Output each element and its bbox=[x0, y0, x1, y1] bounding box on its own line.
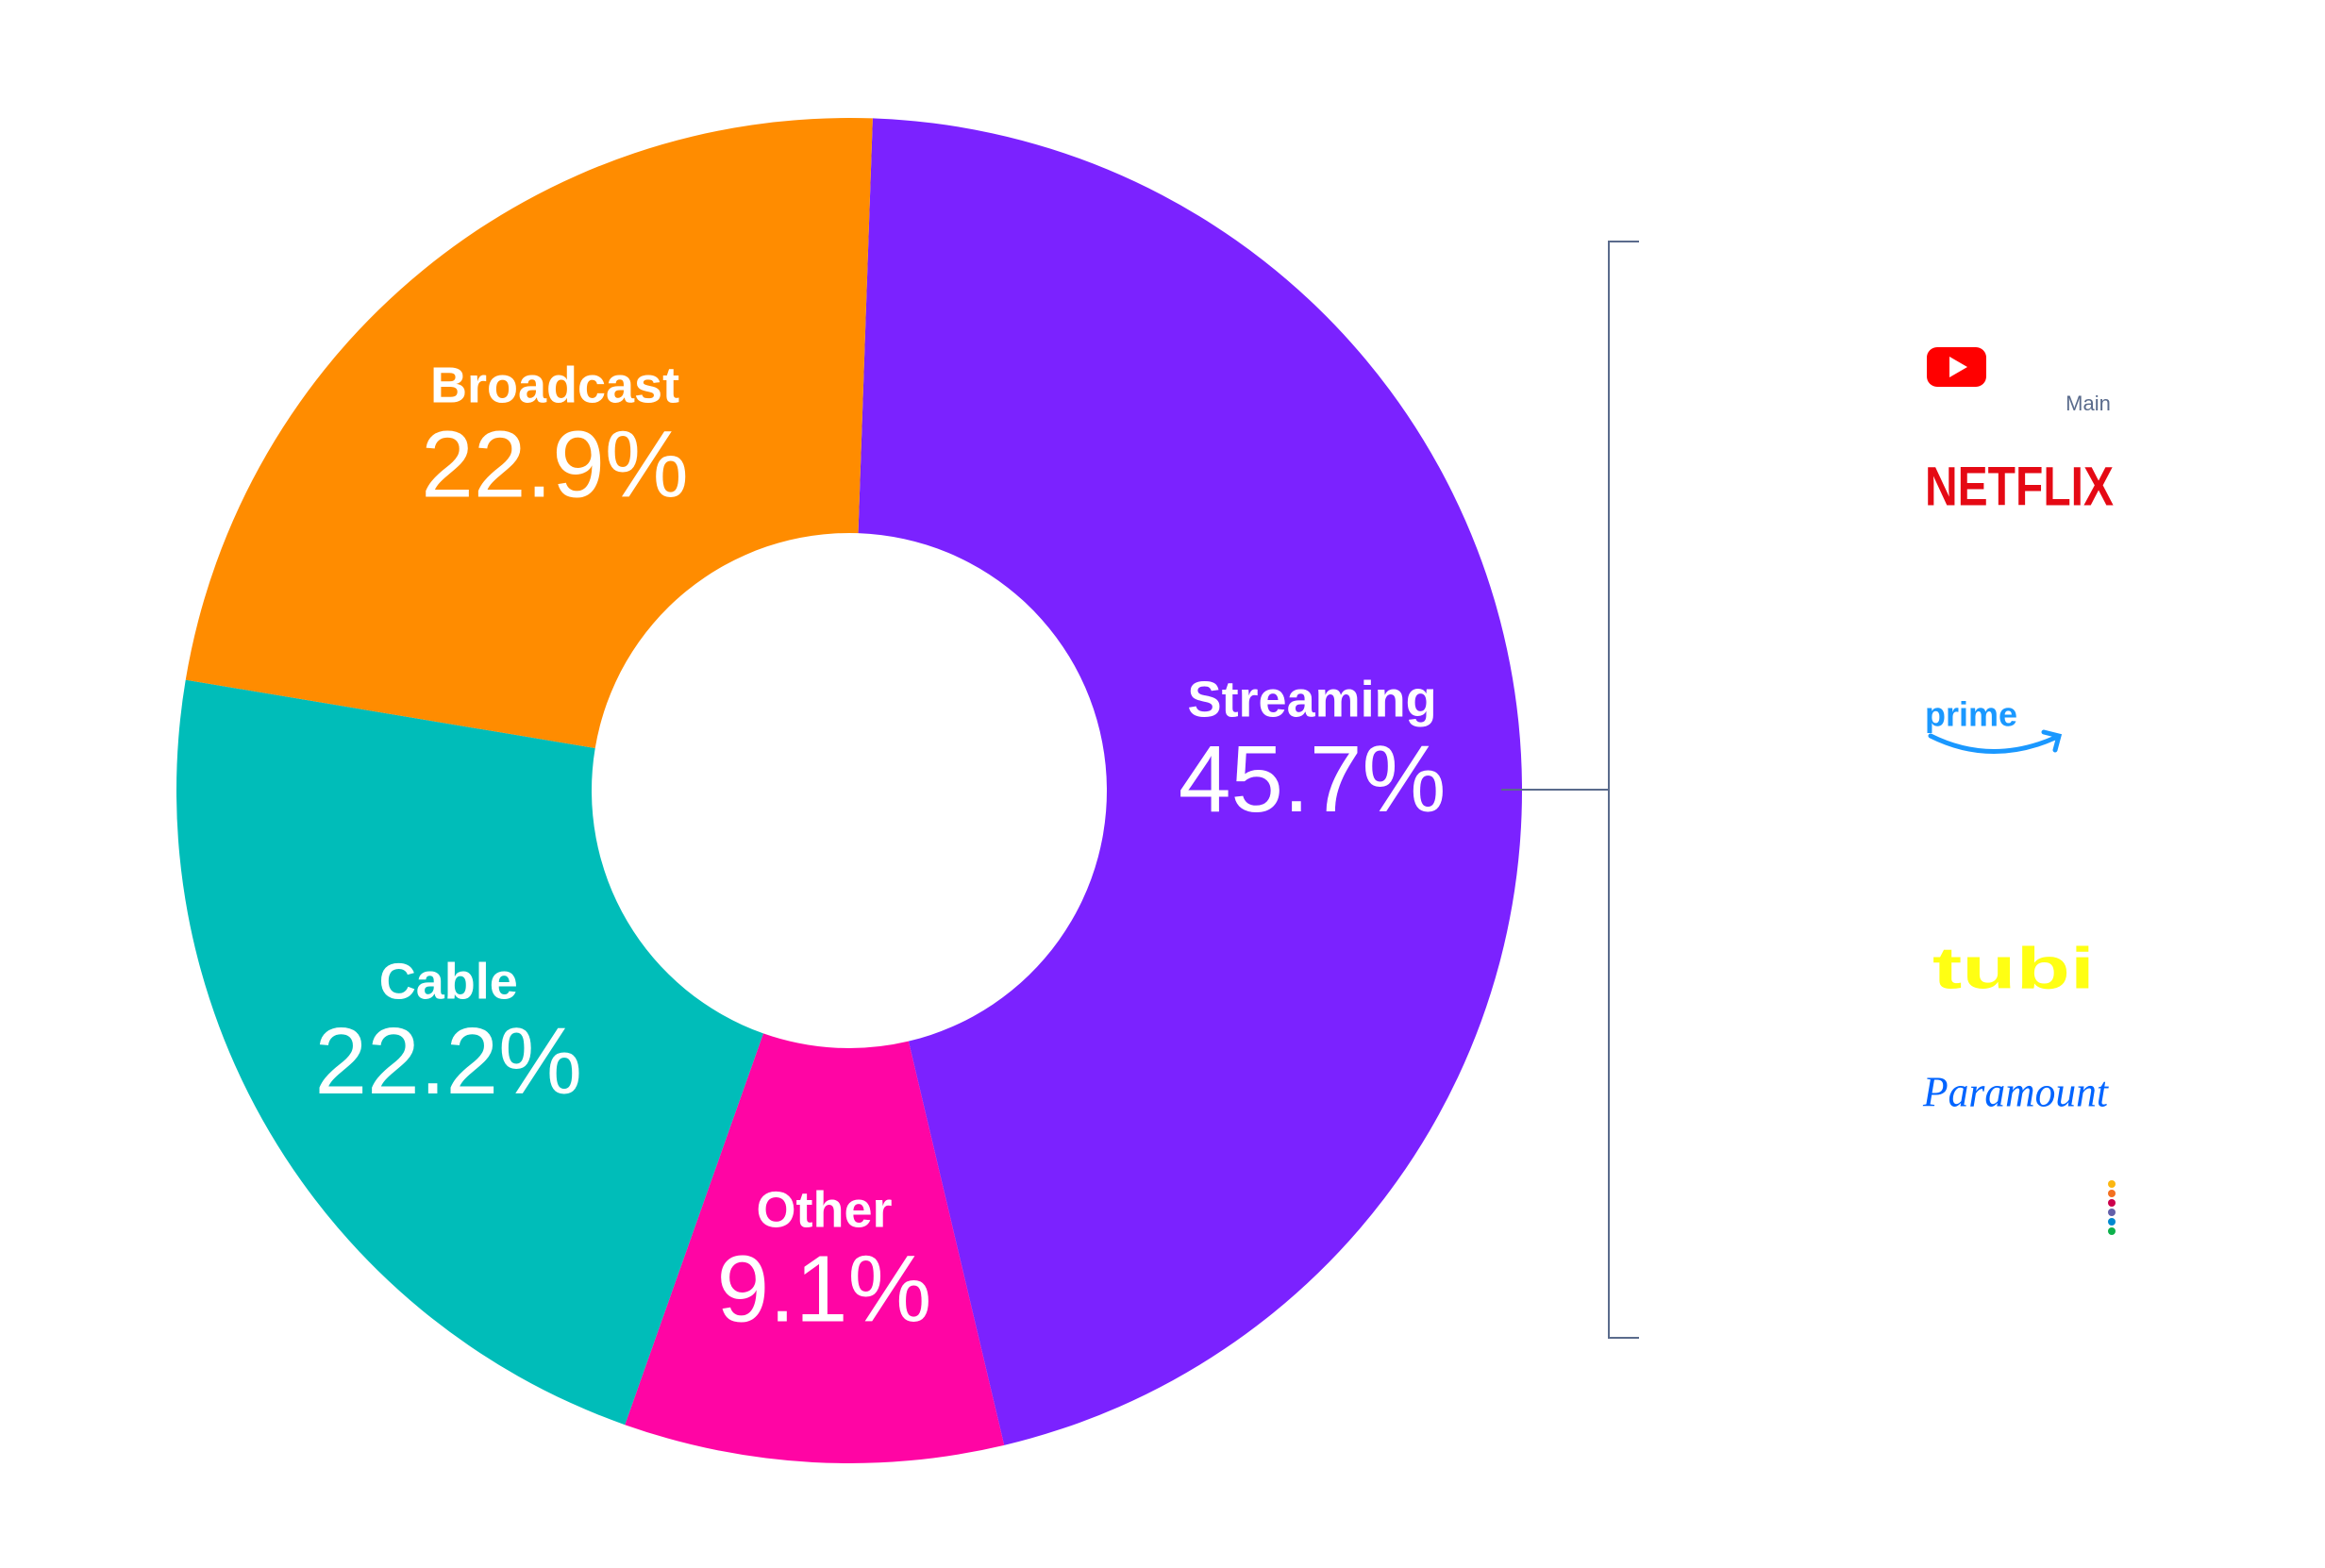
streaming-bracket bbox=[1501, 241, 1639, 1339]
segment-name: Broadcast bbox=[430, 358, 679, 414]
netflix-logo: NETFLIX bbox=[1925, 456, 2114, 517]
peacock-logo bbox=[2108, 1180, 2116, 1235]
prime-logo: prime bbox=[1925, 695, 2017, 734]
donut-segment bbox=[176, 679, 763, 1426]
segment-value: 9.1% bbox=[717, 1237, 932, 1343]
segment-value: 22.9% bbox=[421, 412, 689, 518]
youtube-play bbox=[1949, 357, 1967, 377]
donut bbox=[176, 118, 1522, 1463]
tubi-logo: tubi bbox=[1932, 936, 2095, 1001]
donut-segment bbox=[625, 1033, 1005, 1463]
segment-value: 45.7% bbox=[1179, 726, 1447, 832]
segment-name: Cable bbox=[379, 954, 518, 1010]
paramount-logo: Paramount bbox=[1922, 1068, 2109, 1116]
youtube-main-label: Main bbox=[2066, 392, 2111, 415]
donut-segment bbox=[858, 118, 1522, 1445]
segment-name: Streaming bbox=[1188, 672, 1437, 728]
donut-segment bbox=[185, 118, 873, 749]
prime-smile bbox=[1928, 729, 2063, 754]
segment-value: 22.2% bbox=[315, 1009, 583, 1114]
segment-name: Other bbox=[756, 1182, 892, 1239]
